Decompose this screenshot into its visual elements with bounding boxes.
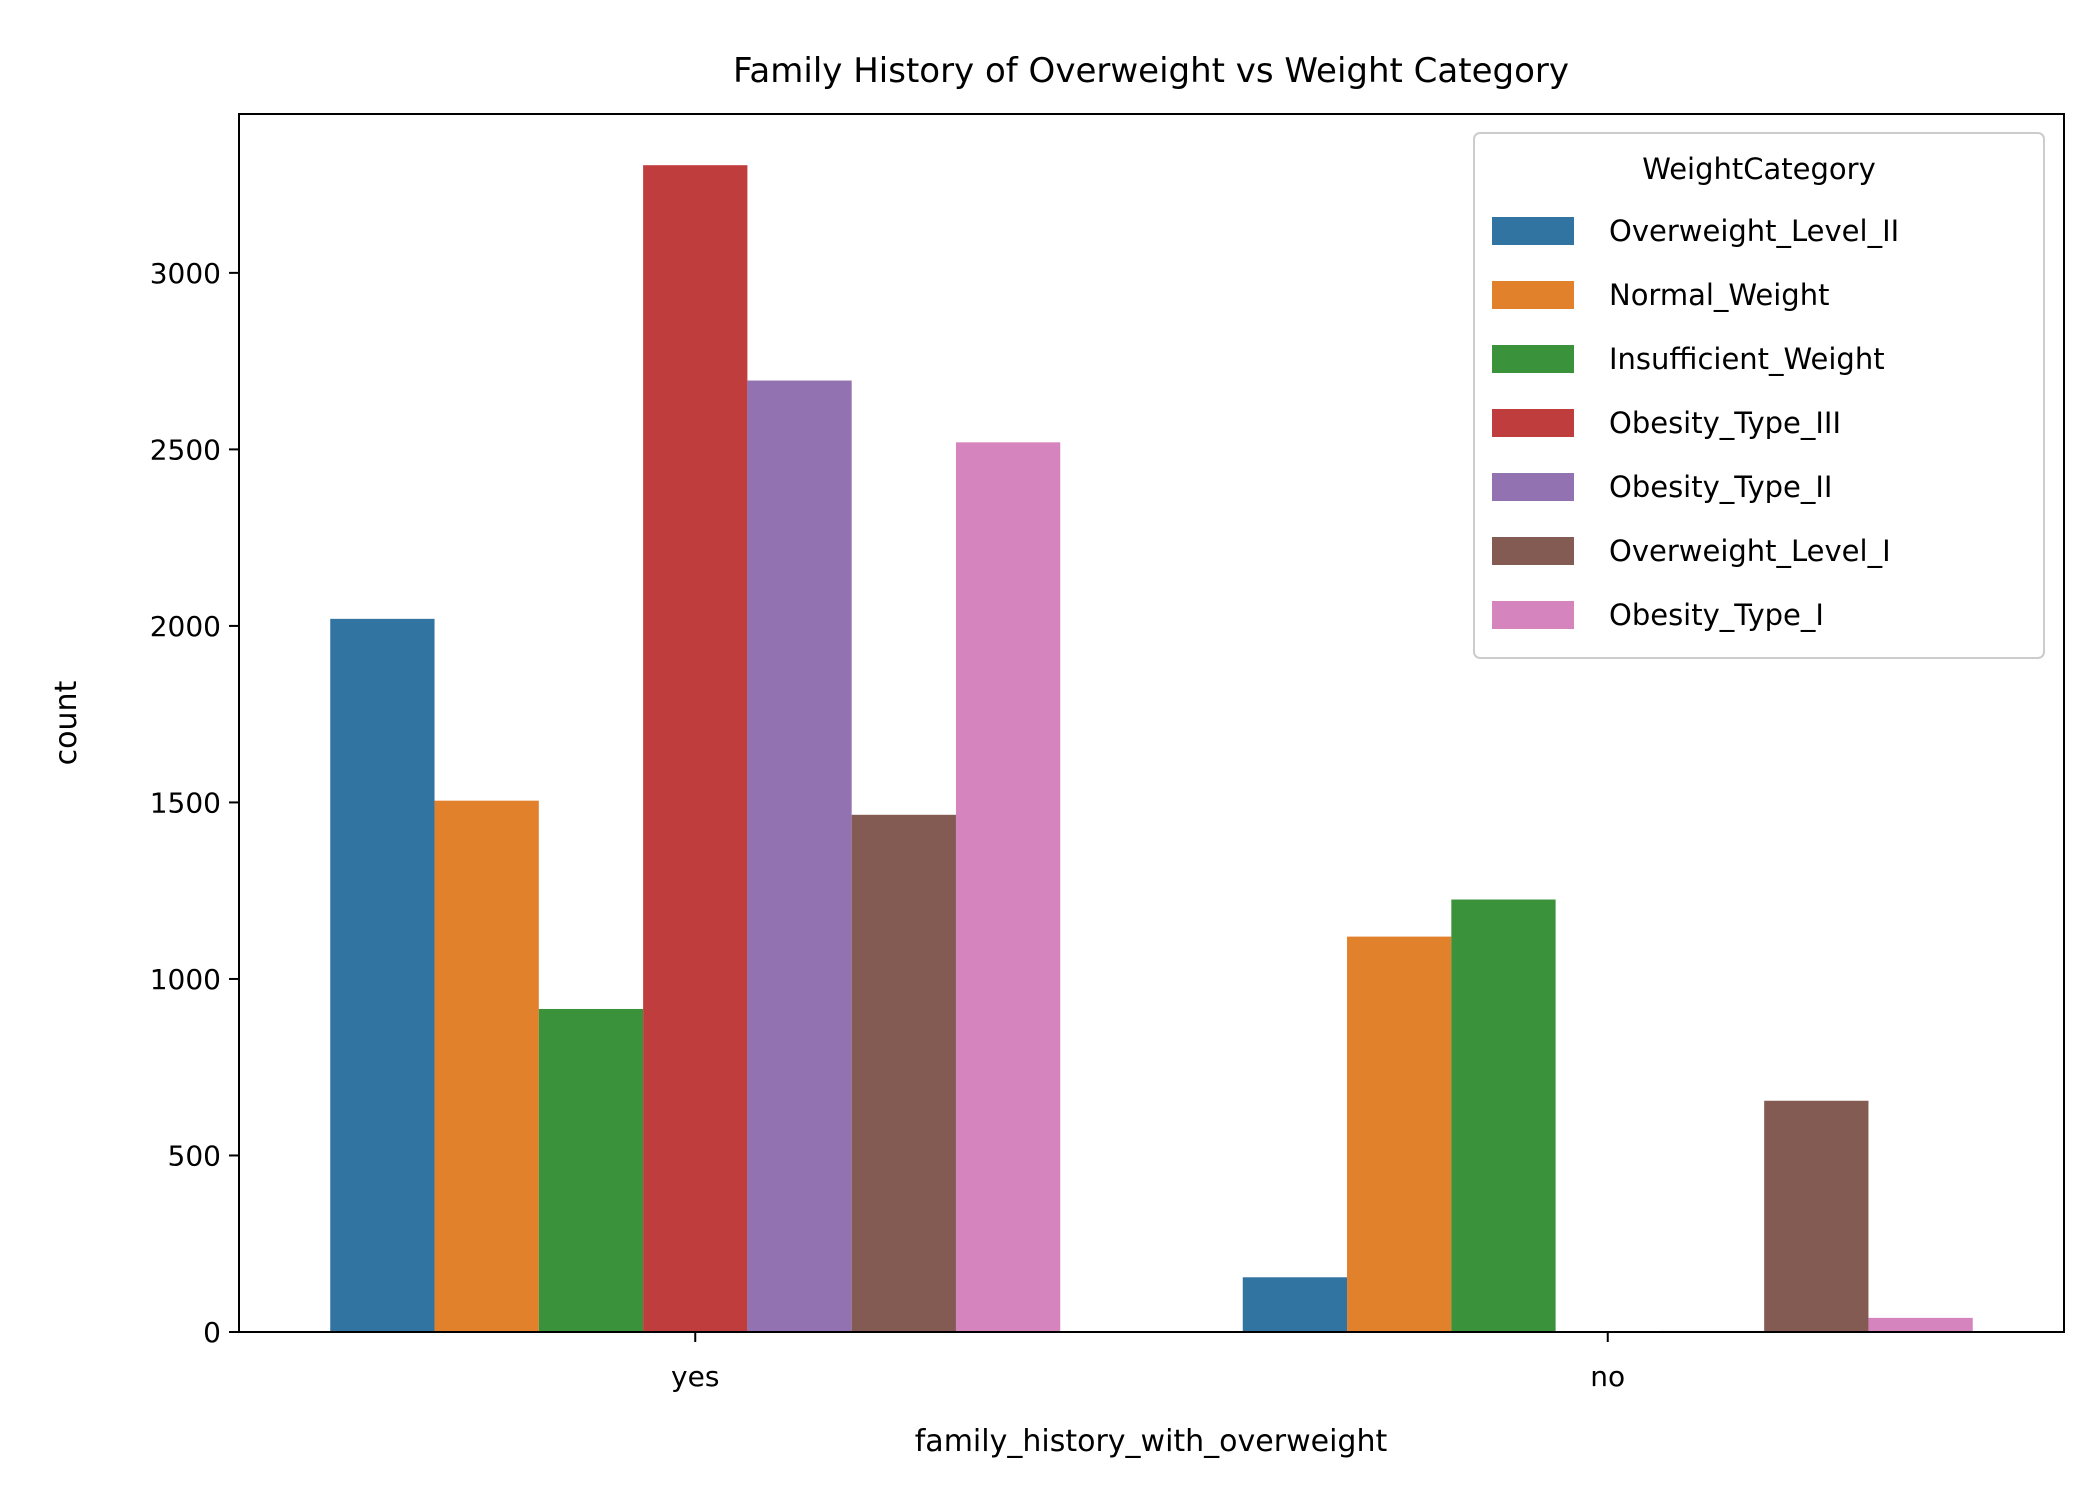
legend-items: Overweight_Level_II Normal_Weight Insuffic… (1492, 214, 1899, 632)
bar-insufficient-weight-no (1451, 899, 1556, 1332)
legend-label-obesity-type-i: Obesity_Type_I (1609, 598, 1824, 632)
bar-overweight-level-ii-yes (330, 618, 435, 1332)
chart-title: Family History of Overweight vs Weight C… (733, 51, 1569, 91)
bar-obesity-type-ii-yes (747, 380, 852, 1332)
legend-label-insufficient-weight: Insufficient_Weight (1609, 342, 1885, 376)
legend-label-overweight-level-i: Overweight_Level_I (1609, 534, 1891, 568)
legend-swatch-insufficient-weight (1492, 345, 1574, 373)
legend-label-obesity-type-ii: Obesity_Type_II (1609, 470, 1833, 504)
plot-frame (238, 113, 2065, 1333)
legend-swatch-obesity-type-ii (1492, 473, 1574, 501)
y-tick-label: 1500 (150, 786, 221, 819)
legend-box (1473, 132, 2045, 659)
legend-swatch-obesity-type-i (1492, 601, 1574, 629)
legend-label-obesity-type-iii: Obesity_Type_III (1609, 406, 1841, 440)
legend-title: WeightCategory (1642, 152, 1876, 186)
bar-overweight-level-i-no (1764, 1100, 1869, 1332)
y-tick-label: 500 (168, 1139, 221, 1172)
y-tick-label: 3000 (150, 257, 221, 290)
legend-label-normal-weight: Normal_Weight (1609, 278, 1829, 312)
y-axis-ticks: 0 500 1000 1500 2000 2500 3000 (150, 257, 239, 1349)
legend-swatch-overweight-level-i (1492, 537, 1574, 565)
x-axis-label: family_history_with_overweight (915, 1424, 1388, 1459)
bar-insufficient-weight-yes (538, 1008, 644, 1332)
bar-obesity-type-i-no (1868, 1317, 1973, 1332)
legend-label-overweight-level-ii: Overweight_Level_II (1609, 214, 1899, 248)
y-tick-label: 2000 (150, 610, 221, 643)
legend-swatch-overweight-level-ii (1492, 217, 1574, 245)
bars-group (330, 165, 1973, 1333)
bar-obesity-type-i-yes (955, 442, 1061, 1332)
bar-normal-weight-no (1347, 936, 1452, 1332)
y-tick-label: 0 (203, 1316, 221, 1349)
bar-overweight-level-ii-no (1242, 1277, 1348, 1332)
bar-normal-weight-yes (434, 800, 539, 1332)
bar-overweight-level-i-yes (851, 814, 956, 1332)
legend: WeightCategory Overweight_Level_II Normal… (1473, 132, 2045, 659)
x-tick-label-no: no (1590, 1360, 1625, 1393)
x-tick-label-yes: yes (671, 1360, 719, 1393)
legend-swatch-obesity-type-iii (1492, 409, 1574, 437)
x-axis-ticks: yes no (671, 1332, 1625, 1393)
legend-swatch-normal-weight (1492, 281, 1574, 309)
bar-obesity-type-iii-yes (643, 165, 748, 1333)
y-axis-label: count (49, 680, 84, 765)
y-tick-label: 2500 (150, 433, 221, 466)
y-tick-label: 1000 (150, 963, 221, 996)
